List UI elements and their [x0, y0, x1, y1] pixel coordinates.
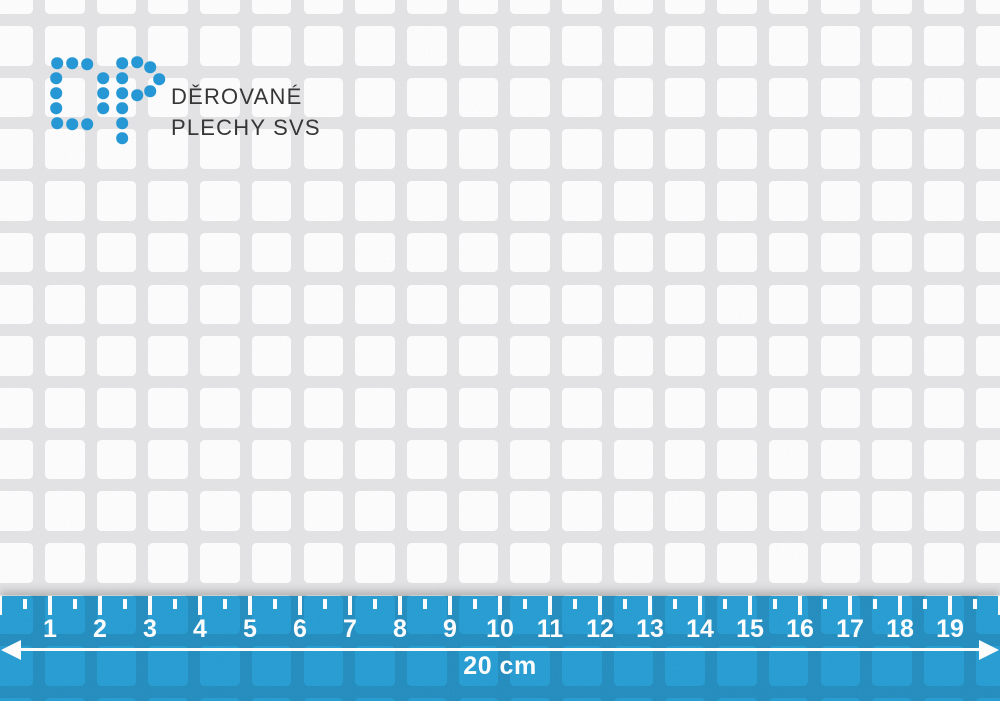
logo-dot: [116, 117, 128, 129]
logo-dot: [81, 118, 93, 130]
logo-dot: [50, 72, 62, 84]
logo-dot: [116, 72, 128, 84]
logo-dot: [116, 102, 128, 114]
logo-dot: [131, 89, 143, 101]
logo-dot: [131, 56, 143, 68]
logo-dot: [153, 73, 165, 85]
logo-dot: [144, 85, 156, 97]
logo-dot: [66, 57, 78, 69]
logo-dot: [51, 117, 63, 129]
logo-dot: [97, 72, 109, 84]
logo-text: DĚROVANÉ PLECHY SVS: [171, 82, 321, 144]
logo-dot: [50, 87, 62, 99]
logo-dot: [97, 87, 109, 99]
logo-line1: DĚROVANÉ: [171, 84, 303, 109]
logo-dot: [50, 102, 62, 114]
logo-dot: [66, 118, 78, 130]
logo-dot: [116, 87, 128, 99]
logo-line2: PLECHY SVS: [171, 114, 321, 140]
logo-dot: [116, 132, 128, 144]
logo-dot: [116, 57, 128, 69]
logo-dot: [81, 58, 93, 70]
logo-dot: [97, 102, 109, 114]
logo-dot: [144, 61, 156, 73]
ruler: [0, 596, 1000, 701]
logo-dot: [51, 57, 63, 69]
